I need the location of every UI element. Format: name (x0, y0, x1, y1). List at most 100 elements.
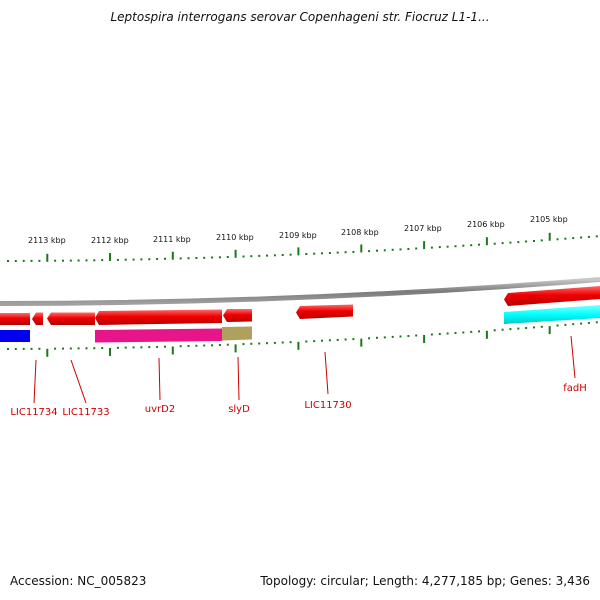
gene-label-LIC11730: LIC11730 (304, 400, 351, 411)
minor-tick (281, 341, 284, 344)
minor-tick (580, 322, 583, 325)
minor-tick (478, 243, 480, 246)
minor-tick (289, 341, 292, 344)
scale-label-2105: 2105 kbp (530, 215, 568, 224)
minor-tick (203, 344, 206, 347)
major-tick (297, 341, 300, 350)
footer-genome-stats: Topology: circular; Length: 4,277,185 bp… (260, 574, 590, 588)
minor-tick (289, 253, 292, 256)
inner-scale-ticks (7, 321, 598, 357)
gene-features (0, 286, 600, 343)
gene-arrow-LIC11735[interactable] (0, 313, 30, 325)
minor-tick (587, 321, 590, 324)
minor-tick (509, 328, 512, 331)
minor-tick (93, 347, 96, 350)
minor-tick (77, 259, 80, 262)
minor-tick (368, 250, 371, 253)
gene-arrow-LIC11734[interactable] (32, 312, 43, 326)
gene-arrow-uvrD2[interactable] (95, 309, 222, 326)
scale-labels: 2113 kbp 2112 kbp 2111 kbp 2110 kbp 2109… (28, 215, 568, 245)
leader-line-LIC11734 (33, 359, 37, 404)
minor-tick (258, 254, 261, 257)
minor-tick (77, 347, 80, 350)
minor-tick (148, 346, 151, 349)
major-tick (234, 249, 237, 258)
minor-tick (391, 248, 394, 251)
footer-accession: Accession: NC_005823 (10, 574, 147, 588)
minor-tick (305, 253, 308, 255)
outer-scale-ticks (7, 232, 598, 262)
minor-tick (7, 260, 9, 262)
minor-tick (540, 239, 543, 242)
minor-tick (595, 321, 598, 324)
minor-tick (399, 248, 402, 251)
minor-tick (572, 237, 575, 240)
scale-label-2110: 2110 kbp (216, 233, 254, 242)
minor-tick (273, 254, 276, 257)
minor-tick (595, 235, 598, 238)
minor-tick (14, 260, 17, 262)
minor-tick (525, 327, 528, 329)
gene-label-slyD: slyD (228, 404, 250, 415)
gene-labels: LIC11734 LIC11733 uvrD2 slyD LIC11730 fa… (10, 383, 586, 418)
fadH-category-bar[interactable] (504, 305, 600, 324)
minor-tick (462, 244, 465, 247)
minor-tick (132, 346, 135, 349)
major-tick (360, 244, 363, 253)
minor-tick (164, 345, 166, 348)
minor-tick (580, 236, 583, 239)
minor-tick (478, 330, 480, 333)
minor-tick (101, 259, 104, 262)
minor-tick (62, 347, 64, 350)
minor-tick (281, 254, 284, 256)
minor-tick (132, 258, 135, 261)
scale-label-2108: 2108 kbp (341, 228, 379, 237)
scale-label-2113: 2113 kbp (28, 236, 66, 245)
minor-tick (305, 340, 308, 343)
minor-tick (156, 258, 159, 260)
minor-tick (242, 255, 245, 258)
major-tick (423, 241, 426, 250)
minor-tick (446, 245, 449, 248)
gene-arrow-LIC11733[interactable] (47, 312, 95, 326)
gene-arrow-LIC11730[interactable] (296, 304, 353, 320)
minor-tick (250, 255, 253, 258)
gene-arrow-slyD[interactable] (223, 309, 252, 322)
minor-tick (218, 256, 221, 259)
minor-tick (195, 257, 198, 259)
minor-tick (391, 335, 394, 338)
major-tick (171, 251, 174, 260)
minor-tick (430, 246, 433, 249)
major-tick (360, 338, 363, 347)
minor-tick (564, 323, 567, 326)
minor-tick (69, 347, 72, 350)
scale-label-2106: 2106 kbp (467, 220, 505, 229)
minor-tick (321, 339, 323, 342)
minor-tick (93, 259, 96, 262)
minor-tick (556, 324, 559, 327)
gene-arrow-fadH[interactable] (504, 286, 600, 306)
minor-tick (556, 238, 559, 241)
minor-tick (446, 332, 449, 335)
minor-tick (313, 340, 316, 343)
uvrD2-category-bar[interactable] (95, 328, 222, 343)
major-tick (485, 330, 488, 339)
leader-line-uvrD2 (158, 357, 161, 401)
minor-tick (376, 336, 378, 339)
major-tick (548, 326, 551, 335)
leader-line-fadH (570, 335, 576, 379)
minor-tick (313, 252, 316, 255)
minor-tick (30, 259, 33, 262)
minor-tick (226, 256, 229, 258)
minor-tick (266, 342, 268, 345)
major-tick (485, 237, 488, 246)
minor-tick (273, 341, 276, 344)
scale-label-2112: 2112 kbp (91, 236, 129, 245)
blue-feature-bar[interactable] (0, 330, 30, 342)
major-tick (109, 253, 111, 261)
minor-tick (344, 251, 347, 254)
minor-tick (156, 345, 159, 348)
gene-label-fadH: fadH (563, 383, 587, 394)
leader-line-slyD (237, 356, 240, 401)
slyD-category-bar[interactable] (222, 326, 252, 341)
